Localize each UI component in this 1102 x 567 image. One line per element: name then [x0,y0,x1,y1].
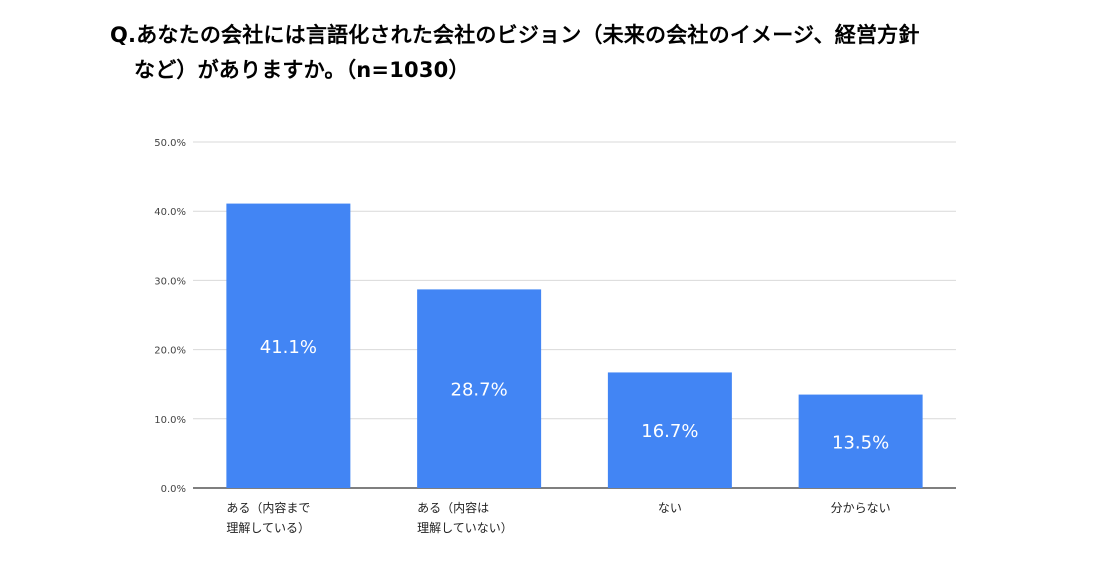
x-category-label: ない [658,501,682,515]
labels: 0.0% 10.0% 20.0% 30.0% 40.0% 50.0% 41.1% ある（内容ま… [154,138,890,535]
bar-data-label: 16.7% [641,421,698,442]
bars [226,203,923,488]
x-category-label: 理解していない） [417,521,513,535]
y-tick-label: 20.0% [154,346,186,357]
bar [798,394,923,488]
y-tick-label: 50.0% [154,138,186,149]
chart-title-line-2: など）がありますか。（n=1030） [134,58,470,82]
bar [607,372,732,488]
chart-title-line-1: Q.あなたの会社には言語化された会社のビジョン（未来の会社のイメージ、経営方針 [110,23,920,47]
bar [226,203,351,488]
x-category-label: 分からない [831,501,891,515]
bar-data-label: 28.7% [451,380,508,401]
chart-title: Q.あなたの会社には言語化された会社のビジョン（未来の会社のイメージ、経営方針 … [110,18,1070,88]
x-category-label: 理解している） [226,521,310,535]
bar [417,289,542,488]
y-tick-label: 40.0% [154,207,186,218]
y-tick-label: 10.0% [154,415,186,426]
x-category-label: ある（内容まで [226,500,310,515]
bar-data-label: 13.5% [832,432,889,453]
x-category-label: ある（内容は [417,500,489,515]
bar-data-label: 41.1% [260,337,317,358]
y-tick-label: 0.0% [161,484,186,495]
y-tick-label: 30.0% [154,276,186,287]
